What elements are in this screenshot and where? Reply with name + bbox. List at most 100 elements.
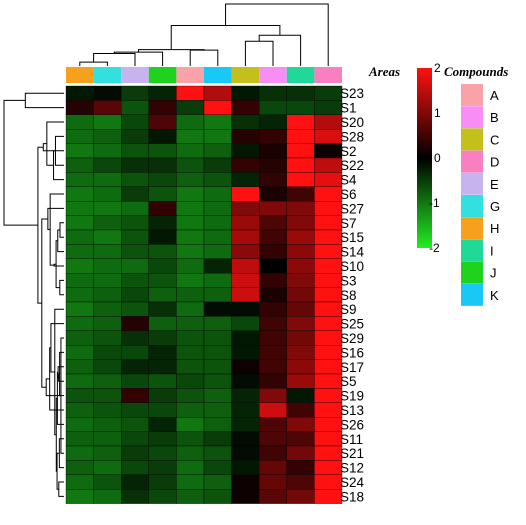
heatmap-cell — [93, 172, 122, 187]
heatmap-cell — [121, 474, 149, 490]
heatmap-cell — [93, 431, 122, 447]
heatmap-cell — [231, 373, 260, 389]
heatmap-cell — [176, 215, 205, 231]
heatmap-cell — [65, 345, 94, 360]
heatmap-cell — [121, 316, 149, 331]
heatmap-cell — [314, 431, 343, 447]
heatmap-cell — [121, 186, 149, 202]
row-dendrogram — [3, 92, 64, 497]
heatmap-cell — [203, 186, 232, 202]
heatmap-cell — [121, 301, 149, 317]
heatmap-cell — [203, 316, 232, 331]
heatmap-cell — [286, 258, 315, 274]
column-annotation-bar — [66, 67, 342, 83]
heatmap-cell — [93, 287, 122, 303]
heatmap-cell — [176, 402, 205, 418]
heatmap-cell — [148, 215, 177, 231]
heatmap-cell — [203, 460, 232, 475]
legend-title: Compounds — [444, 64, 508, 79]
legend-swatch — [461, 261, 483, 284]
heatmap-cell — [203, 201, 232, 216]
heatmap-cell — [65, 201, 94, 216]
heatmap-cell — [203, 287, 232, 303]
heatmap-cell — [93, 143, 122, 159]
heatmap-cell — [314, 186, 343, 202]
heatmap-cell — [121, 359, 149, 375]
heatmap-cell — [148, 359, 177, 375]
heatmap-cell — [231, 85, 260, 101]
heatmap-cell — [148, 229, 177, 245]
heatmap-cell — [286, 273, 315, 288]
row-label: S1 — [340, 101, 357, 116]
heatmap-cell — [203, 345, 232, 360]
dendrogram-branch — [24, 92, 64, 109]
heatmap-cell — [203, 258, 232, 274]
heatmap-cell — [203, 143, 232, 159]
column-dendrogram — [79, 3, 329, 66]
heatmap-cell — [259, 316, 287, 331]
legend-label: I — [490, 243, 494, 258]
heatmap-cell — [93, 157, 122, 173]
heatmap-cell — [203, 417, 232, 432]
heatmap-cell — [259, 359, 287, 375]
heatmap-cell — [231, 460, 260, 475]
heatmap-cell — [65, 273, 94, 288]
heatmap-cell — [93, 359, 122, 375]
heatmap-cell — [65, 474, 94, 490]
dendrogram-branch — [225, 3, 329, 66]
heatmap-cell — [203, 229, 232, 245]
heatmap-cell — [314, 301, 343, 317]
legend-swatch — [461, 217, 483, 240]
legend-swatch — [461, 283, 483, 306]
row-label: S14 — [340, 245, 365, 260]
heatmap-cell — [65, 258, 94, 274]
row-label: S15 — [340, 230, 364, 245]
heatmap-cell — [65, 114, 94, 130]
heatmap-cell — [259, 129, 287, 144]
heatmap-cell — [203, 445, 232, 461]
heatmap-cell — [314, 388, 343, 403]
color-scale-tick: -1 — [429, 196, 440, 210]
heatmap-cell — [286, 114, 315, 130]
heatmap-cell — [65, 287, 94, 303]
heatmap-cell — [259, 431, 287, 447]
heatmap-cell — [231, 143, 260, 159]
heatmap-cell — [176, 489, 205, 504]
row-labels: S23S1S20S28S2S22S4S6S27S7S15S14S10S3S8S9… — [340, 86, 365, 504]
heatmap-cell — [121, 460, 149, 475]
heatmap-cell — [286, 100, 315, 115]
heatmap-cell — [203, 273, 232, 288]
heatmap-cell — [121, 143, 149, 159]
heatmap-cell — [203, 215, 232, 231]
heatmap-cell — [176, 359, 205, 375]
heatmap-cell — [203, 388, 232, 403]
heatmap-cell — [121, 431, 149, 447]
legend-swatch — [461, 172, 483, 195]
heatmap-cell — [65, 229, 94, 245]
heatmap-cell — [286, 359, 315, 375]
heatmap-cell — [203, 359, 232, 375]
heatmap-cell — [121, 373, 149, 389]
heatmap-cell — [314, 316, 343, 331]
heatmap-cell — [65, 172, 94, 187]
heatmap-cell — [65, 301, 94, 317]
heatmap-cell — [176, 85, 205, 101]
heatmap-cell — [231, 100, 260, 115]
heatmap-cell — [148, 388, 177, 403]
heatmap-cell — [148, 301, 177, 317]
heatmap-cell — [176, 186, 205, 202]
heatmap-cell — [286, 373, 315, 389]
dendrogram-branch — [244, 40, 274, 66]
heatmap-cell — [231, 417, 260, 432]
heatmap-cell — [259, 215, 287, 231]
heatmap-cell — [121, 489, 149, 504]
legend-label: D — [490, 155, 499, 170]
heatmap-cell — [121, 114, 149, 130]
heatmap-cell — [231, 186, 260, 202]
row-label: S20 — [340, 115, 364, 130]
heatmap-cell — [286, 474, 315, 490]
heatmap-cell — [65, 417, 94, 432]
heatmap-cell — [203, 373, 232, 389]
heatmap-cell — [314, 201, 343, 216]
